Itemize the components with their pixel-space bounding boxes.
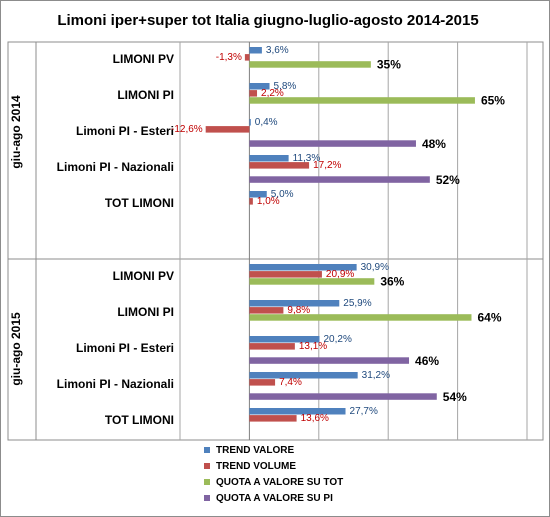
bar bbox=[249, 408, 346, 415]
category-labels: LIMONI PV LIMONI PI Limoni PI - Esteri Limo… bbox=[57, 52, 174, 427]
bar bbox=[249, 278, 375, 285]
bar bbox=[249, 176, 430, 183]
bar bbox=[249, 271, 322, 278]
bar-value-label: 7,4% bbox=[279, 377, 302, 388]
chart-title: Limoni iper+super tot Italia giugno-lugl… bbox=[57, 12, 478, 29]
legend-label: TREND VOLUME bbox=[216, 461, 296, 472]
bars bbox=[205, 47, 475, 422]
bar bbox=[249, 372, 358, 379]
bar-value-label: -1,3% bbox=[216, 52, 242, 63]
bar bbox=[249, 314, 472, 321]
bar bbox=[249, 83, 270, 90]
bar-value-label: 5,0% bbox=[271, 189, 294, 200]
category-label: LIMONI PI bbox=[117, 305, 174, 319]
bar-value-label: 5,8% bbox=[274, 81, 297, 92]
legend-label: TREND VALORE bbox=[216, 445, 294, 456]
bar-value-label: 36% bbox=[380, 275, 404, 289]
legend-swatch bbox=[204, 463, 210, 469]
legend-swatch bbox=[204, 495, 210, 501]
legend-swatch bbox=[204, 479, 210, 485]
bar-value-label: 11,3% bbox=[293, 153, 321, 164]
legend-label: QUOTA A VALORE SU PI bbox=[216, 493, 333, 504]
bar-value-label: 54% bbox=[443, 390, 467, 404]
bar bbox=[249, 155, 289, 162]
bar bbox=[249, 61, 371, 68]
bar bbox=[249, 307, 284, 314]
bar-value-label: 1,0% bbox=[257, 196, 280, 207]
bar bbox=[249, 300, 340, 307]
bar-value-label: 52% bbox=[436, 173, 460, 187]
bar bbox=[249, 357, 410, 364]
bar-value-label: -12,6% bbox=[171, 124, 203, 135]
bar bbox=[249, 47, 262, 54]
category-label: Limoni PI - Nazionali bbox=[57, 160, 174, 174]
bar-value-label: 0,4% bbox=[255, 117, 278, 128]
bar-value-label: 25,9% bbox=[343, 298, 371, 309]
category-label: Limoni PI - Nazionali bbox=[57, 377, 174, 391]
bar-value-label: 3,6% bbox=[266, 45, 289, 56]
bar-value-label: 65% bbox=[481, 94, 505, 108]
bar-value-label: 30,9% bbox=[361, 262, 389, 273]
group-label: giu-ago 2014 bbox=[9, 95, 23, 169]
category-label: Limoni PI - Esteri bbox=[76, 341, 174, 355]
bar-value-label: 64% bbox=[477, 311, 501, 325]
bar bbox=[249, 415, 297, 422]
bar bbox=[249, 198, 253, 205]
bar bbox=[249, 379, 276, 386]
legend-label: QUOTA A VALORE SU TOT bbox=[216, 477, 343, 488]
bar bbox=[244, 54, 250, 61]
category-label: TOT LIMONI bbox=[105, 196, 174, 210]
bar-value-label: 17,2% bbox=[313, 160, 341, 171]
group-label: giu-ago 2015 bbox=[9, 312, 23, 386]
category-label: LIMONI PV bbox=[113, 52, 174, 66]
bar-labels: 3,6% -1,3% 35% 5,8%2,2% 65% 0,4% -12,6% 48% 11,3… bbox=[171, 45, 505, 424]
bar-value-label: 9,8% bbox=[287, 305, 310, 316]
bar bbox=[249, 119, 251, 126]
bar bbox=[249, 336, 320, 343]
bar bbox=[249, 97, 475, 104]
bar-value-label: 13,6% bbox=[301, 413, 329, 424]
bar-value-label: 46% bbox=[415, 354, 439, 368]
bar bbox=[249, 162, 310, 169]
bar bbox=[249, 90, 258, 97]
bar-value-label: 20,9% bbox=[326, 269, 354, 280]
bar-value-label: 27,7% bbox=[350, 406, 378, 417]
bar-value-label: 48% bbox=[422, 137, 446, 151]
bar-value-label: 2,2% bbox=[261, 88, 284, 99]
bar bbox=[249, 343, 295, 350]
bar-value-label: 31,2% bbox=[362, 370, 390, 381]
legend-swatch bbox=[204, 447, 210, 453]
bar bbox=[249, 191, 267, 198]
plot-area-border bbox=[7, 41, 544, 441]
category-label: TOT LIMONI bbox=[105, 413, 174, 427]
bar-value-label: 35% bbox=[377, 58, 401, 72]
bar bbox=[249, 393, 437, 400]
bar bbox=[249, 140, 416, 147]
category-label: LIMONI PV bbox=[113, 269, 174, 283]
bar bbox=[205, 126, 250, 133]
gridlines bbox=[179, 42, 528, 440]
category-label: LIMONI PI bbox=[117, 88, 174, 102]
group-labels: giu-ago 2014 giu-ago 2015 bbox=[9, 95, 23, 386]
plot-frame bbox=[7, 41, 544, 441]
legend: TREND VALORE TREND VOLUME QUOTA A VALORE S… bbox=[204, 445, 343, 504]
bar bbox=[249, 264, 357, 271]
bar-value-label: 13,1% bbox=[299, 341, 327, 352]
bar-value-label: 20,2% bbox=[323, 334, 351, 345]
category-label: Limoni PI - Esteri bbox=[76, 124, 174, 138]
